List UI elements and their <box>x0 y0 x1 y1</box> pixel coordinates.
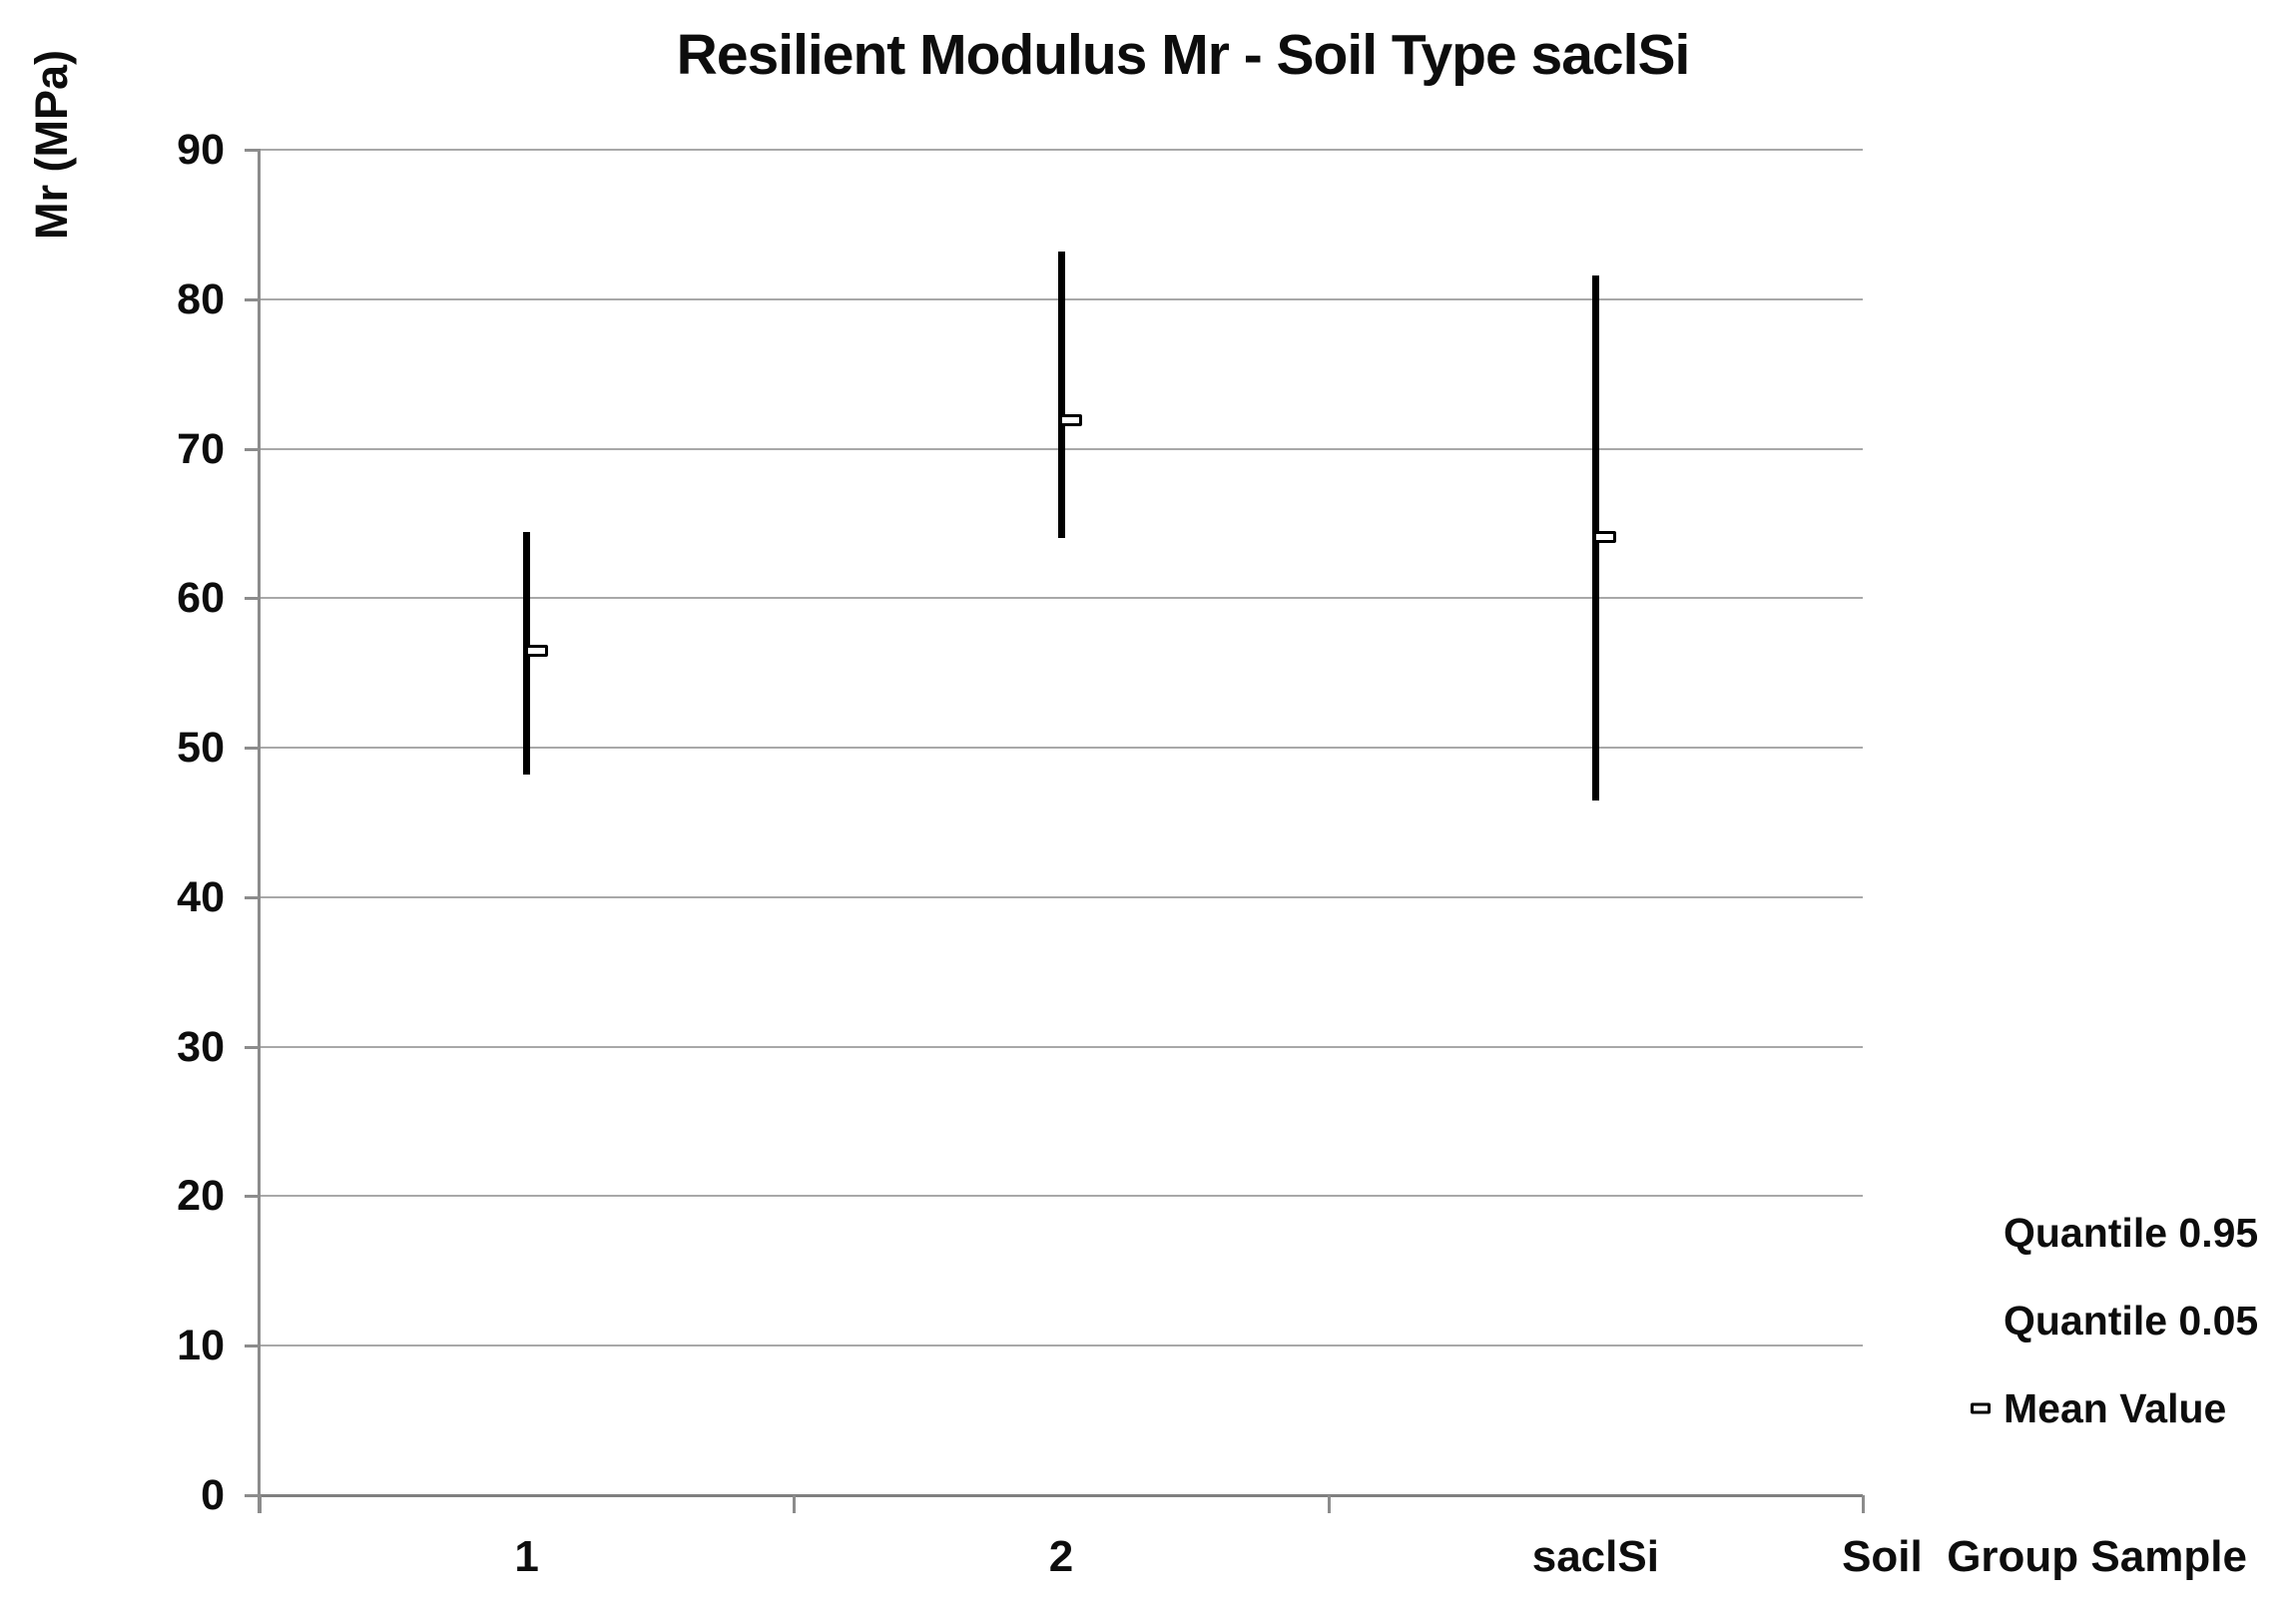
x-axis-title: Soil Group Sample <box>1842 1532 2247 1581</box>
mean-marker-saclSi <box>1593 530 1617 543</box>
gridline-10 <box>260 1344 1863 1347</box>
y-tick-label-90: 90 <box>177 126 225 174</box>
y-tick-label-50: 50 <box>177 724 225 773</box>
mean-marker-2 <box>1059 414 1082 427</box>
y-tick-label-70: 70 <box>177 424 225 473</box>
legend-label: Quantile 0.95 <box>2004 1209 2259 1256</box>
y-tick-label-60: 60 <box>177 574 225 623</box>
y-tick-label-10: 10 <box>177 1322 225 1370</box>
gridline-0 <box>260 1494 1863 1497</box>
legend-item-quantile-0-05: Quantile 0.05 <box>1957 1277 2258 1364</box>
y-axis-tick-50 <box>245 747 261 751</box>
y-axis-tick-0 <box>245 1494 261 1497</box>
x-tick-label-2: 2 <box>1048 1532 1074 1581</box>
x-axis-tick-0 <box>259 1495 262 1513</box>
y-axis-tick-20 <box>245 1195 261 1199</box>
x-tick-label-saclSi: saclSi <box>1531 1532 1659 1581</box>
y-tick-label-40: 40 <box>177 872 225 921</box>
y-tick-label-30: 30 <box>177 1022 225 1071</box>
gridline-50 <box>260 747 1863 750</box>
legend: Quantile 0.95 Quantile 0.05 Mean Value <box>1957 1189 2258 1452</box>
error-bar-2 <box>1057 251 1065 539</box>
gridline-90 <box>260 149 1863 151</box>
legend-item-mean-value: Mean Value <box>1957 1364 2258 1452</box>
gridline-40 <box>260 895 1863 898</box>
x-axis-tick-2 <box>1327 1495 1331 1513</box>
x-axis-tick-1 <box>793 1495 797 1513</box>
y-axis-tick-60 <box>245 597 261 601</box>
y-axis-tick-10 <box>245 1344 261 1348</box>
y-axis-tick-30 <box>245 1045 261 1049</box>
gridline-30 <box>260 1045 1863 1048</box>
mean-marker-1 <box>524 644 548 657</box>
legend-label: Quantile 0.05 <box>2004 1297 2259 1344</box>
legend-item-quantile-0-95: Quantile 0.95 <box>1957 1189 2258 1277</box>
y-axis-line <box>258 150 261 1513</box>
y-tick-label-0: 0 <box>201 1471 225 1519</box>
y-tick-label-20: 20 <box>177 1172 225 1221</box>
y-tick-label-80: 80 <box>177 274 225 323</box>
y-axis-tick-90 <box>245 149 261 152</box>
x-axis-tick-3 <box>1862 1495 1865 1513</box>
legend-label: Mean Value <box>2004 1384 2227 1431</box>
y-axis-tick-70 <box>245 447 261 451</box>
y-axis-title: Mr (MPa) <box>26 50 77 240</box>
gridline-60 <box>260 597 1863 600</box>
mean-value-marker-icon <box>1971 1402 1991 1414</box>
y-axis-tick-80 <box>245 297 261 301</box>
gridline-20 <box>260 1195 1863 1198</box>
chart-title: Resilient Modulus Mr - Soil Type saclSi <box>676 23 1691 87</box>
x-tick-label-1: 1 <box>514 1532 539 1581</box>
y-axis-tick-40 <box>245 895 261 899</box>
